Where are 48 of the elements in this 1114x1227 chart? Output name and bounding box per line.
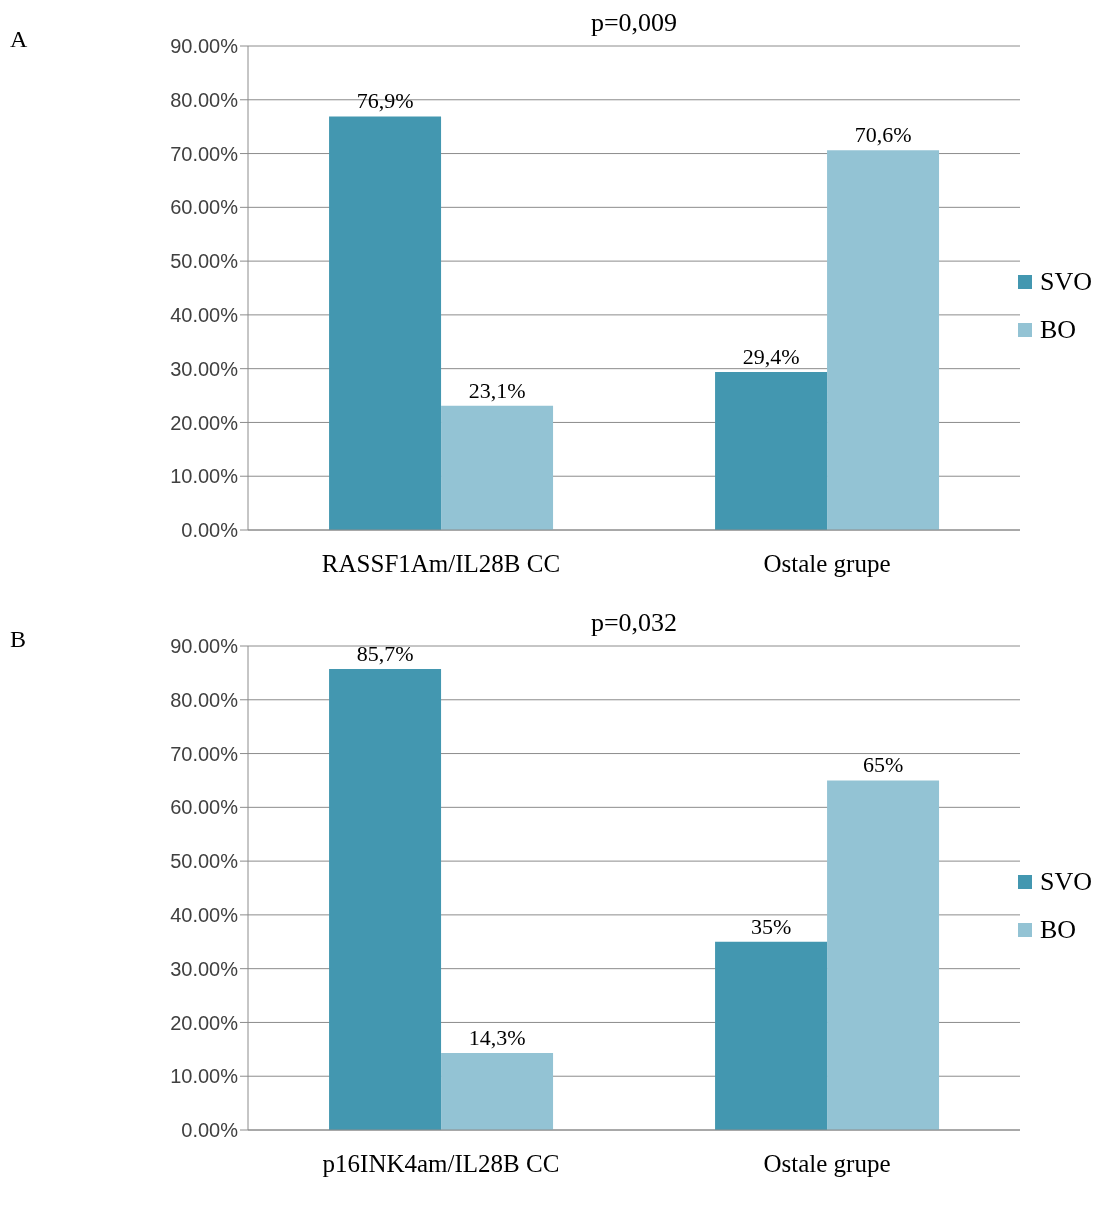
bar	[715, 371, 828, 530]
y-tick-label: 30.00%	[170, 357, 239, 380]
x-tick-label: RASSF1Am/IL28B CC	[321, 549, 561, 577]
y-tick-label: 0.00%	[181, 519, 239, 542]
x-tick-label: Ostale grupe	[763, 549, 891, 577]
legend-label: SVO	[1040, 867, 1093, 897]
y-tick-label: 80.00%	[170, 88, 239, 111]
y-tick-label: 20.00%	[170, 1011, 239, 1034]
data-label: 23,1%	[468, 377, 526, 403]
y-tick-label: 10.00%	[170, 1065, 239, 1088]
y-tick-label: 80.00%	[170, 688, 239, 711]
y-tick-label: 70.00%	[170, 742, 239, 765]
data-label: 85,7%	[356, 641, 414, 667]
y-tick-label: 50.00%	[170, 250, 239, 273]
bar	[827, 150, 940, 530]
y-tick-label: 70.00%	[170, 142, 239, 165]
y-tick-label: 90.00%	[170, 635, 239, 658]
y-tick-label: 40.00%	[170, 903, 239, 926]
y-tick-label: 10.00%	[170, 465, 239, 488]
y-tick-label: 60.00%	[170, 196, 239, 219]
legend-label: BO	[1040, 915, 1077, 945]
x-tick-label: p16INK4am/IL28B CC	[322, 1149, 560, 1177]
bar	[329, 116, 442, 530]
data-label: 76,9%	[356, 88, 414, 114]
chart-title: p=0,032	[589, 608, 679, 638]
data-label: 35%	[750, 913, 792, 939]
bar	[715, 941, 828, 1130]
data-label: 14,3%	[468, 1025, 526, 1051]
chart-title: p=0,009	[589, 8, 679, 38]
y-tick-label: 0.00%	[181, 1119, 239, 1142]
y-tick-label: 20.00%	[170, 411, 239, 434]
text: B	[10, 626, 27, 653]
bar	[827, 780, 940, 1130]
legend-label: BO	[1040, 315, 1077, 345]
y-tick-label: 90.00%	[170, 35, 239, 58]
data-label: 29,4%	[742, 343, 800, 369]
text: A	[10, 26, 28, 53]
legend-label: SVO	[1040, 267, 1093, 297]
bar	[441, 1053, 554, 1130]
y-tick-label: 50.00%	[170, 850, 239, 873]
bar	[329, 669, 442, 1130]
data-label: 70,6%	[854, 122, 912, 148]
x-tick-label: Ostale grupe	[763, 1149, 891, 1177]
y-tick-label: 30.00%	[170, 957, 239, 980]
data-label: 65%	[862, 752, 904, 778]
y-tick-label: 60.00%	[170, 796, 239, 819]
y-tick-label: 40.00%	[170, 303, 239, 326]
bar	[441, 405, 554, 530]
